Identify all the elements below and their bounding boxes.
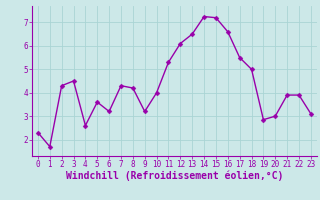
X-axis label: Windchill (Refroidissement éolien,°C): Windchill (Refroidissement éolien,°C) [66,171,283,181]
